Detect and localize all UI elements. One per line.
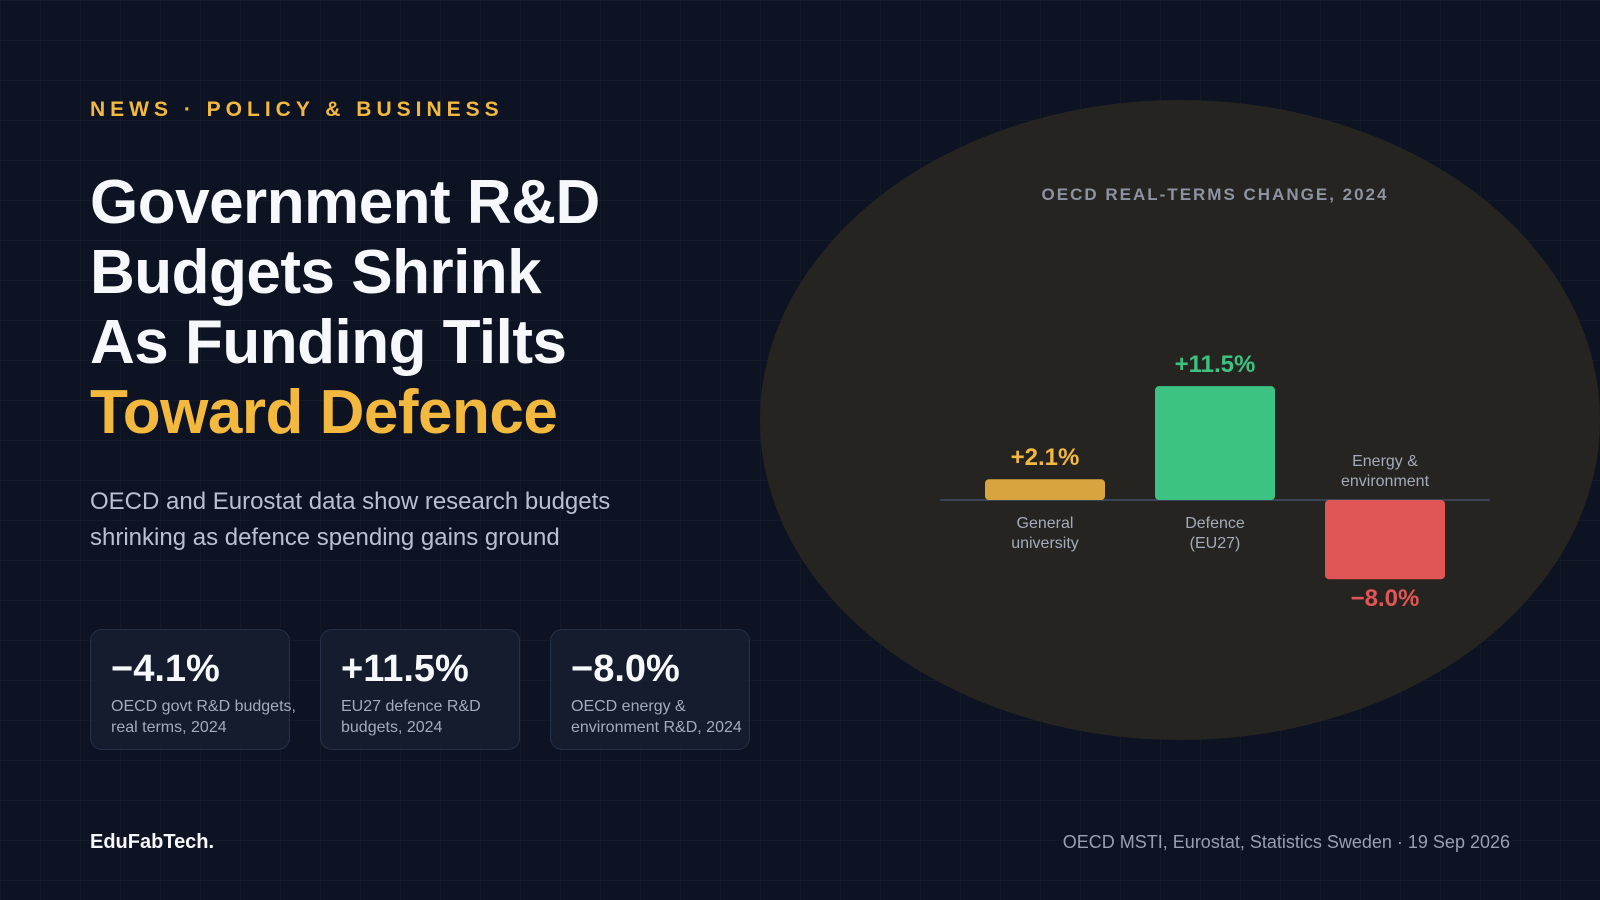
category-label-line: (EU27) — [1190, 535, 1241, 552]
section-kicker: NEWS · POLICY & BUSINESS — [90, 98, 504, 121]
headline-line-2: Budgets Shrink — [90, 238, 542, 307]
category-label: Energy & environment — [1341, 453, 1430, 490]
bar — [1155, 386, 1275, 500]
bar-value-label: +2.1% — [1011, 444, 1080, 471]
bar — [1325, 500, 1445, 580]
stat-label-line: real terms, 2024 — [111, 719, 227, 736]
stat-card-eu27-defence: +11.5% EU27 defence R&D budgets, 2024 — [320, 629, 520, 750]
stat-label-line: environment R&D, 2024 — [571, 719, 742, 736]
source-credit: OECD MSTI, Eurostat, Statistics Sweden ·… — [1062, 832, 1510, 852]
chart-backdrop — [760, 100, 1600, 740]
headline-line-3: As Funding Tilts — [90, 308, 567, 377]
subhead: OECD and Eurostat data show research bud… — [90, 488, 611, 551]
stat-card-oecd-total: −4.1% OECD govt R&D budgets, real terms,… — [90, 629, 296, 750]
category-label: General university — [1011, 515, 1079, 552]
stat-label-line: EU27 defence R&D — [341, 698, 481, 715]
category-label-line: General — [1017, 515, 1074, 532]
stat-label-line: budgets, 2024 — [341, 719, 443, 736]
stat-label: OECD govt R&D budgets, real terms, 2024 — [111, 696, 296, 738]
stat-card-energy-environment: −8.0% OECD energy & environment R&D, 202… — [550, 629, 750, 750]
category-label-line: environment — [1341, 473, 1430, 490]
stat-label-line: OECD energy & — [571, 698, 686, 715]
chart-title: OECD REAL-TERMS CHANGE, 2024 — [1042, 185, 1389, 204]
category-label-line: Defence — [1185, 515, 1245, 532]
category-label-line: university — [1011, 535, 1079, 552]
bar-value-label: +11.5% — [1175, 351, 1256, 378]
category-label-line: Energy & — [1352, 453, 1418, 470]
headline-line-1: Government R&D — [90, 168, 600, 237]
stat-cards: −4.1% OECD govt R&D budgets, real terms,… — [90, 629, 750, 750]
stat-value: −8.0% — [571, 648, 680, 690]
stat-value: +11.5% — [341, 648, 469, 690]
stat-label-line: OECD govt R&D budgets, — [111, 698, 296, 715]
stat-label: OECD energy & environment R&D, 2024 — [571, 696, 749, 738]
headline: Government R&D Budgets Shrink As Funding… — [90, 168, 730, 448]
headline-accent: Toward Defence — [90, 378, 558, 447]
bar-value-label: −8.0% — [1351, 585, 1420, 612]
stat-label: EU27 defence R&D budgets, 2024 — [341, 696, 519, 738]
stat-value: −4.1% — [111, 648, 220, 690]
category-label: Defence (EU27) — [1185, 515, 1245, 552]
bar — [985, 479, 1105, 500]
chart-marks: +2.1% General university +11.5% Defence (EU27… — [940, 351, 1490, 612]
brand-logo-text: EduFabTech. — [90, 831, 215, 853]
